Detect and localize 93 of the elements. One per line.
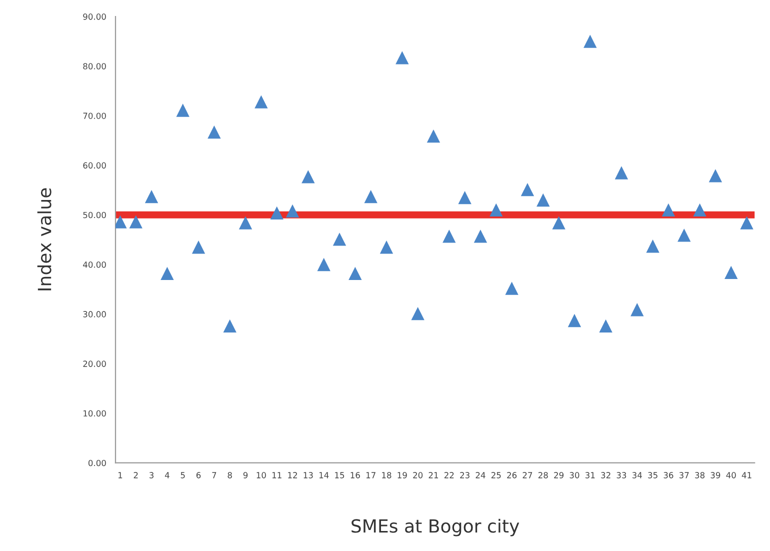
x-tick-label: 14 [319, 472, 329, 478]
x-tick-label: 5 [180, 472, 185, 478]
x-tick-label: 6 [196, 472, 201, 478]
x-tick-label: 26 [507, 472, 517, 478]
y-tick-label: 20.00 [83, 360, 106, 367]
x-tick-label: 16 [350, 472, 360, 478]
point [568, 314, 582, 328]
x-tick-label: 31 [585, 472, 595, 478]
y-tick-label: 90.00 [83, 14, 106, 20]
point [129, 215, 142, 228]
point [426, 129, 440, 143]
x-tick-label: 11 [272, 472, 282, 478]
point [332, 232, 346, 246]
point [176, 104, 190, 117]
point [630, 303, 644, 316]
point [302, 170, 315, 184]
x-axis-title: SMEs at Bogor city [352, 518, 520, 536]
point [458, 190, 472, 204]
point [192, 240, 206, 254]
x-tick-label: 29 [554, 472, 564, 478]
point [520, 183, 534, 196]
x-tick-label: 21 [428, 472, 438, 478]
point [223, 319, 236, 333]
x-tick-label: 27 [522, 472, 532, 478]
y-axis-title: Index value [37, 188, 52, 290]
point [380, 240, 394, 254]
x-tick-label: 36 [664, 472, 674, 478]
x-tick-label: 34 [632, 472, 642, 478]
x-tick-label: 1 [118, 472, 122, 478]
x-tick-label: 37 [679, 472, 689, 478]
x-tick-label: 10 [256, 472, 266, 478]
point [614, 166, 628, 180]
y-tick-label: 50.00 [83, 212, 106, 218]
x-tick-label: 40 [726, 472, 736, 478]
point [474, 230, 488, 243]
x-tick-label: 12 [288, 472, 297, 478]
point [160, 266, 174, 280]
point [364, 190, 378, 204]
y-tick-label: 60.00 [83, 162, 106, 169]
point [286, 204, 300, 218]
y-tick-label: 30.00 [83, 311, 106, 318]
point [270, 206, 284, 220]
point [490, 203, 503, 217]
point [505, 282, 518, 295]
point [552, 216, 566, 230]
y-tick-label: 0.00 [88, 460, 106, 466]
x-tick-label: 9 [243, 472, 248, 478]
x-tick-label: 7 [212, 472, 216, 478]
x-tick-label: 2 [134, 472, 138, 478]
point [254, 95, 268, 108]
x-tick-label: 30 [570, 472, 580, 478]
x-tick-label: 41 [742, 472, 752, 478]
point [724, 266, 738, 279]
y-tick-label: 70.00 [83, 112, 106, 119]
point [646, 240, 660, 253]
x-tick-label: 39 [710, 472, 720, 478]
point [599, 319, 612, 333]
y-tick-label: 40.00 [83, 261, 106, 268]
x-tick-label: 33 [616, 472, 626, 478]
point [693, 203, 706, 217]
x-tick-label: 20 [413, 472, 423, 478]
x-tick-label: 35 [648, 472, 658, 478]
y-tick-label: 10.00 [84, 410, 106, 417]
x-tick-label: 17 [366, 472, 376, 478]
point [662, 203, 676, 217]
point [348, 266, 362, 280]
x-tick-label: 13 [304, 472, 313, 478]
point [740, 216, 754, 230]
x-tick-label: 32 [601, 472, 610, 478]
point [708, 169, 722, 182]
x-tick-label: 3 [150, 472, 154, 478]
point [536, 193, 550, 207]
x-tick-label: 18 [382, 472, 392, 478]
point [411, 306, 424, 320]
x-tick-label: 24 [476, 472, 486, 478]
point [208, 125, 221, 139]
point [396, 51, 409, 64]
x-tick-label: 22 [444, 472, 454, 478]
point [144, 190, 158, 204]
x-tick-label: 4 [164, 472, 170, 478]
x-tick-label: 8 [228, 472, 232, 478]
point [317, 258, 330, 272]
point [584, 34, 597, 48]
x-tick-label: 38 [695, 472, 705, 478]
x-tick-label: 28 [538, 472, 548, 478]
x-tick-label: 15 [335, 472, 344, 478]
point [442, 230, 456, 243]
y-tick-label: 80.00 [83, 63, 106, 70]
point [238, 216, 252, 230]
x-tick-label: 19 [398, 472, 407, 478]
x-tick-label: 25 [491, 472, 501, 478]
x-tick-label: 23 [460, 472, 470, 478]
point [678, 228, 691, 242]
